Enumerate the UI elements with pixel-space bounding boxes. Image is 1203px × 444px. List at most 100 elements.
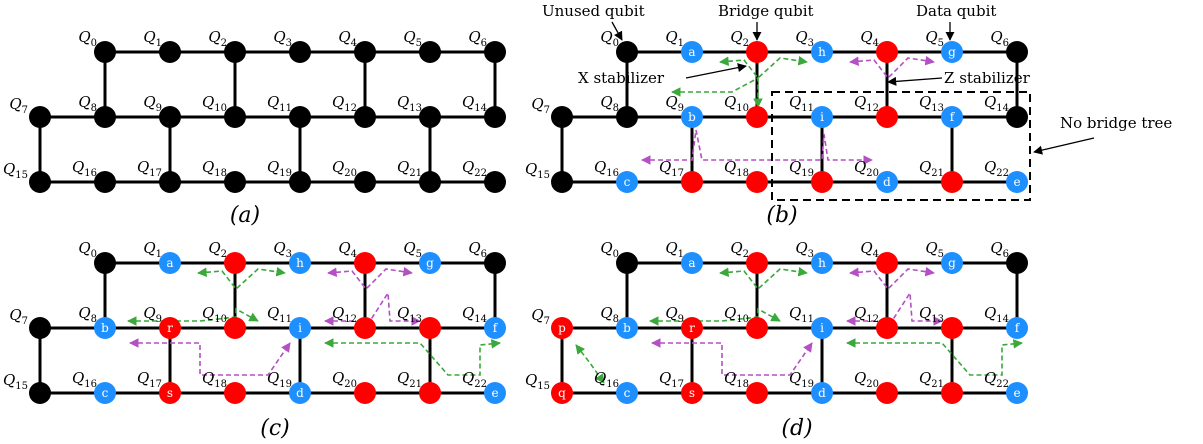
qubit-label-5: Q5 bbox=[403, 239, 422, 260]
green-stabilizer-flow-arrow bbox=[324, 338, 501, 376]
qubit-label-11: Q11 bbox=[789, 93, 814, 114]
qubit-node-15 bbox=[29, 171, 51, 193]
qubit-label-22: Q22 bbox=[984, 369, 1009, 390]
qubit-label-14: Q14 bbox=[984, 304, 1009, 325]
qubit-node-21 bbox=[419, 171, 441, 193]
qubit-letter-g: g bbox=[948, 45, 956, 59]
qubit-node-22 bbox=[484, 382, 506, 404]
qubit-node-0 bbox=[94, 41, 116, 63]
qubit-label-17: Q17 bbox=[659, 158, 684, 179]
qubit-label-21: Q21 bbox=[397, 369, 422, 390]
green-stabilizer-flow-arrow bbox=[671, 76, 763, 108]
qubit-label-4: Q4 bbox=[860, 239, 879, 260]
qubit-label-8: Q8 bbox=[78, 93, 97, 114]
qubit-label-9: Q9 bbox=[143, 93, 162, 114]
qubit-label-21: Q21 bbox=[919, 158, 944, 179]
qubit-node-9 bbox=[159, 106, 181, 128]
qubit-node-7 bbox=[551, 317, 573, 339]
qubit-label-15: Q15 bbox=[525, 371, 550, 392]
qubit-letter-r: r bbox=[167, 321, 173, 335]
qubit-node-11 bbox=[289, 317, 311, 339]
qubit-label-7: Q7 bbox=[9, 95, 28, 116]
qubit-node-13 bbox=[419, 317, 441, 339]
qubit-letter-g: g bbox=[948, 256, 956, 270]
qubit-label-9: Q9 bbox=[665, 93, 684, 114]
qubit-node-20 bbox=[354, 382, 376, 404]
qubit-letter-g: g bbox=[426, 256, 434, 270]
qubit-node-2 bbox=[746, 252, 768, 274]
qubit-label-18: Q18 bbox=[724, 158, 749, 179]
panel-caption: (c) bbox=[260, 416, 290, 441]
qubit-letter-b: b bbox=[623, 321, 631, 335]
qubit-label-4: Q4 bbox=[338, 239, 357, 260]
qubit-letter-a: a bbox=[688, 256, 695, 270]
annotation-x-stabilizer: X stabilizer bbox=[578, 69, 665, 87]
qubit-label-20: Q20 bbox=[332, 158, 357, 179]
qubit-label-19: Q19 bbox=[267, 369, 292, 390]
qubit-label-1: Q1 bbox=[665, 28, 684, 49]
green-stabilizer-flow-arrow bbox=[846, 338, 1023, 376]
qubit-node-16 bbox=[616, 382, 638, 404]
qubit-letter-s: s bbox=[167, 386, 173, 400]
qubit-node-14 bbox=[484, 106, 506, 128]
qubit-node-17 bbox=[681, 171, 703, 193]
qubit-node-20 bbox=[354, 171, 376, 193]
qubit-label-19: Q19 bbox=[267, 158, 292, 179]
qubit-node-12 bbox=[354, 317, 376, 339]
qubit-node-1 bbox=[159, 252, 181, 274]
qubit-node-0 bbox=[616, 41, 638, 63]
qubit-letter-f: f bbox=[493, 321, 499, 335]
qubit-node-10 bbox=[224, 317, 246, 339]
qubit-label-22: Q22 bbox=[462, 158, 487, 179]
qubit-node-3 bbox=[811, 41, 833, 63]
qubit-node-0 bbox=[94, 252, 116, 274]
qubit-label-3: Q3 bbox=[273, 239, 292, 260]
panel-a: Q0 Q1 Q2 Q3 Q4 Q5 Q6 Q7 Q8 Q9 Q10 Q11 Q12 Q13 Q14 Q15 Q1… bbox=[3, 28, 506, 228]
qubit-label-16: Q16 bbox=[594, 158, 619, 179]
qubit-label-13: Q13 bbox=[397, 304, 422, 325]
qubit-node-18 bbox=[224, 382, 246, 404]
qubit-node-0 bbox=[616, 252, 638, 274]
qubit-letter-b: b bbox=[688, 110, 696, 124]
qubit-label-17: Q17 bbox=[137, 369, 162, 390]
qubit-node-3 bbox=[289, 41, 311, 63]
qubit-label-5: Q5 bbox=[925, 239, 944, 260]
green-stabilizer-flow-arrow bbox=[719, 55, 808, 80]
qubit-label-8: Q8 bbox=[600, 304, 619, 325]
annotation-arrow bbox=[1033, 137, 1095, 155]
purple-stabilizer-flow-arrow bbox=[327, 266, 413, 291]
qubit-node-22 bbox=[484, 171, 506, 193]
qubit-label-16: Q16 bbox=[594, 369, 619, 390]
qubit-letter-f: f bbox=[1015, 321, 1021, 335]
qubit-letter-h: h bbox=[296, 256, 304, 270]
qubit-letter-h: h bbox=[818, 256, 826, 270]
qubit-letter-f: f bbox=[950, 110, 956, 124]
qubit-label-14: Q14 bbox=[462, 304, 487, 325]
qubit-label-10: Q10 bbox=[724, 93, 749, 114]
qubit-label-18: Q18 bbox=[724, 369, 749, 390]
qubit-letter-e: e bbox=[1013, 386, 1020, 400]
qubit-node-18 bbox=[746, 171, 768, 193]
qubit-label-18: Q18 bbox=[202, 369, 227, 390]
green-stabilizer-flow-arrow bbox=[719, 266, 808, 291]
qubit-node-5 bbox=[419, 252, 441, 274]
qubit-label-11: Q11 bbox=[267, 93, 292, 114]
qubit-node-18 bbox=[224, 171, 246, 193]
qubit-letter-i: i bbox=[820, 321, 824, 335]
qubit-label-6: Q6 bbox=[990, 28, 1009, 49]
qubit-node-12 bbox=[876, 106, 898, 128]
qubit-node-19 bbox=[289, 382, 311, 404]
qubit-letter-a: a bbox=[688, 45, 695, 59]
purple-stabilizer-flow-arrow bbox=[849, 266, 935, 291]
qubit-node-19 bbox=[289, 171, 311, 193]
qubit-node-20 bbox=[876, 382, 898, 404]
qubit-node-3 bbox=[811, 252, 833, 274]
qubit-node-3 bbox=[289, 252, 311, 274]
qubit-node-4 bbox=[876, 41, 898, 63]
qubit-label-19: Q19 bbox=[789, 369, 814, 390]
qubit-node-10 bbox=[224, 106, 246, 128]
qubit-letter-d: d bbox=[818, 386, 826, 400]
qubit-label-4: Q4 bbox=[860, 28, 879, 49]
qubit-letter-c: c bbox=[102, 386, 109, 400]
qubit-label-10: Q10 bbox=[202, 304, 227, 325]
